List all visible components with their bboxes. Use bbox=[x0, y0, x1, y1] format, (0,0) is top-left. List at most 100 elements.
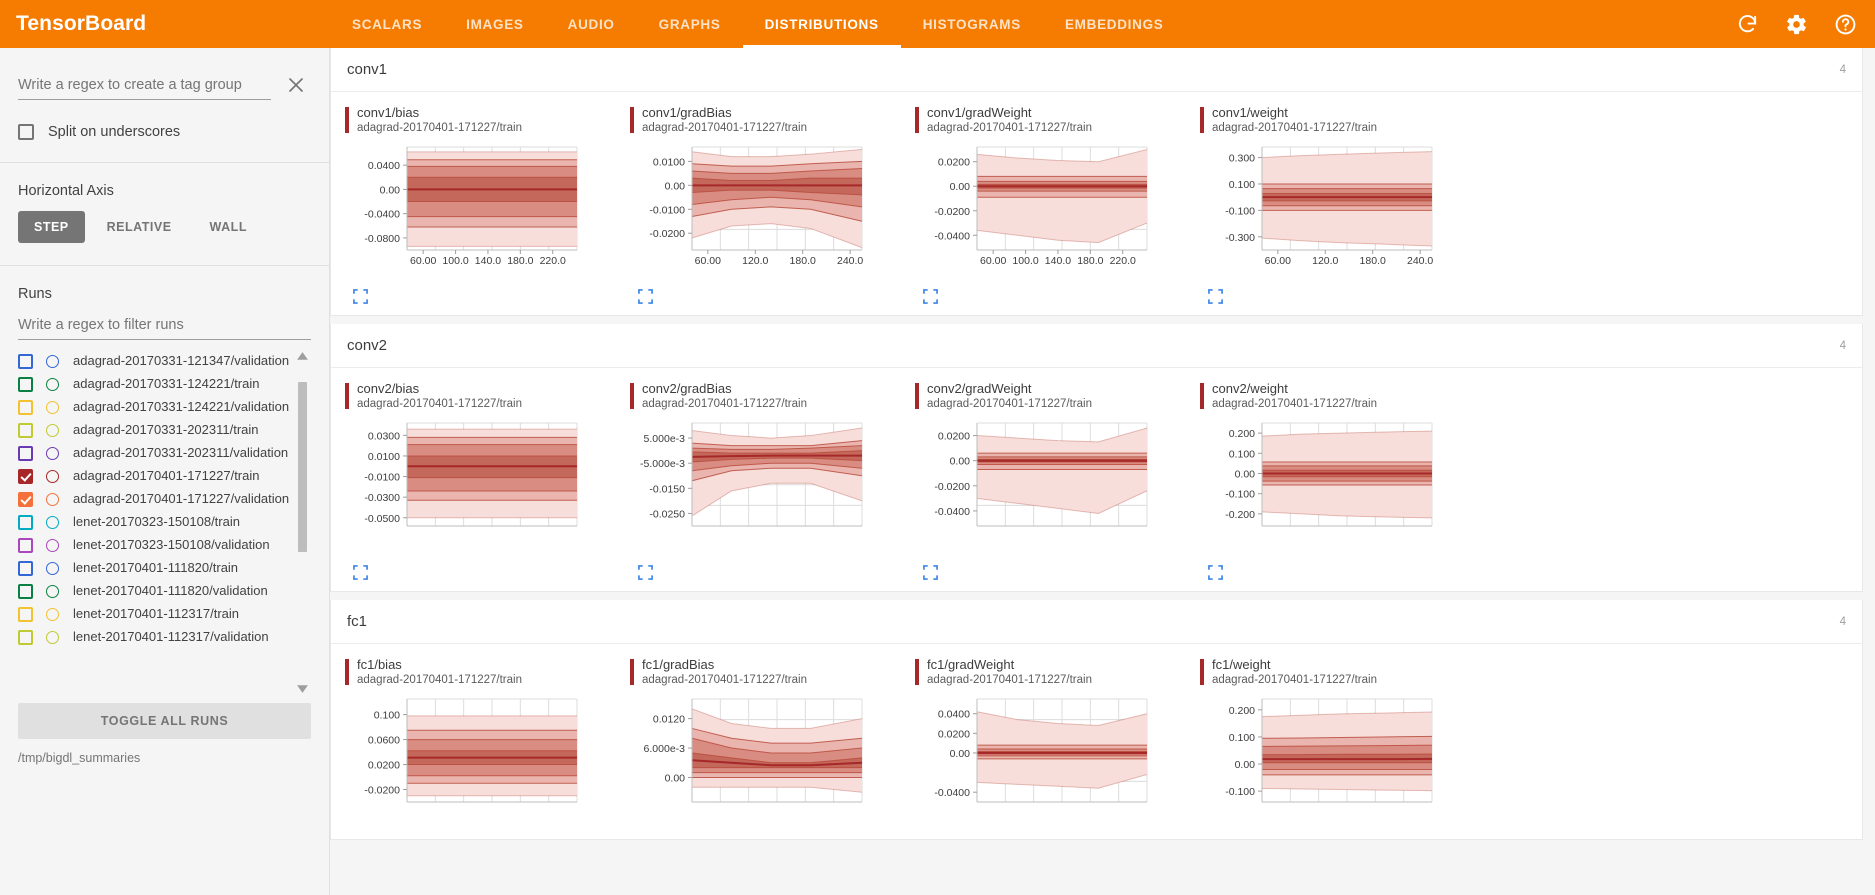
run-color-swatch[interactable] bbox=[46, 493, 59, 506]
chart-tag-name: conv1/gradWeight bbox=[927, 105, 1032, 120]
clear-regex-button[interactable] bbox=[281, 70, 311, 100]
split-on-underscores-checkbox[interactable] bbox=[18, 124, 34, 140]
distribution-plot[interactable]: 0.0200 0.00 -0.0200 -0.0400 60.00 100.0 140.0 1… bbox=[915, 141, 1153, 266]
band-edge-line bbox=[691, 223, 863, 249]
run-item[interactable]: adagrad-20170401-171227/validation bbox=[18, 488, 293, 511]
chart-tag-text: fc1/bias adagrad-20170401-171227/train bbox=[357, 658, 522, 687]
chart-tag-name: fc1/gradWeight bbox=[927, 657, 1015, 672]
run-color-swatch[interactable] bbox=[46, 608, 59, 621]
run-checkbox[interactable] bbox=[18, 515, 33, 530]
run-checkbox[interactable] bbox=[18, 538, 33, 553]
run-color-swatch[interactable] bbox=[46, 631, 59, 644]
scroll-up-arrow-icon[interactable] bbox=[296, 350, 309, 363]
run-checkbox[interactable] bbox=[18, 469, 33, 484]
chart-tag-header: conv2/bias adagrad-20170401-171227/train bbox=[345, 382, 616, 417]
run-item[interactable]: lenet-20170401-112317/train bbox=[18, 603, 293, 626]
refresh-icon[interactable] bbox=[1736, 13, 1759, 36]
expand-chart-icon[interactable] bbox=[353, 289, 368, 304]
nav-tab-graphs[interactable]: GRAPHS bbox=[658, 16, 721, 32]
run-checkbox[interactable] bbox=[18, 423, 33, 438]
y-axis-tick-label: 0.200 bbox=[1229, 428, 1255, 440]
run-color-swatch[interactable] bbox=[46, 585, 59, 598]
distribution-plot[interactable]: 0.100 0.0600 0.0200 -0.0200 bbox=[345, 693, 583, 818]
expand-chart-icon[interactable] bbox=[923, 565, 938, 580]
nav-tab-images[interactable]: IMAGES bbox=[466, 16, 524, 32]
nav-tab-histograms[interactable]: HISTOGRAMS bbox=[922, 16, 1021, 32]
nav-tab-audio[interactable]: AUDIO bbox=[567, 16, 615, 32]
horizontal-axis-wall[interactable]: WALL bbox=[209, 220, 247, 234]
distribution-plot[interactable]: 0.0120 6.000e-3 0.00 bbox=[630, 693, 868, 818]
chart-group-header[interactable]: conv2 4 bbox=[331, 324, 1862, 368]
runs-filter-input[interactable] bbox=[18, 314, 311, 340]
distribution-plot[interactable]: 5.000e-3 -5.000e-3 -0.0150 -0.0250 bbox=[630, 417, 868, 542]
run-color-swatch[interactable] bbox=[46, 562, 59, 575]
chart-group-header[interactable]: fc1 4 bbox=[331, 600, 1862, 644]
distribution-plot[interactable]: 0.0200 0.00 -0.0200 -0.0400 bbox=[915, 417, 1153, 542]
expand-chart-icon[interactable] bbox=[638, 565, 653, 580]
horizontal-axis-relative[interactable]: RELATIVE bbox=[106, 220, 172, 234]
run-item[interactable]: adagrad-20170331-124221/train bbox=[18, 373, 293, 396]
nav-tab-distributions[interactable]: DISTRIBUTIONS bbox=[742, 0, 901, 48]
run-item[interactable]: adagrad-20170331-124221/validation bbox=[18, 396, 293, 419]
run-color-swatch[interactable] bbox=[46, 355, 59, 368]
horizontal-axis-step[interactable]: STEP bbox=[18, 211, 85, 243]
tag-regex-input[interactable] bbox=[18, 74, 271, 100]
expand-chart-icon[interactable] bbox=[1208, 565, 1223, 580]
run-checkbox[interactable] bbox=[18, 584, 33, 599]
run-item[interactable]: lenet-20170401-112317/validation bbox=[18, 626, 293, 649]
run-item[interactable]: adagrad-20170331-121347/validation bbox=[18, 350, 293, 373]
run-checkbox[interactable] bbox=[18, 400, 33, 415]
run-item[interactable]: adagrad-20170331-202311/validation bbox=[18, 442, 293, 465]
expand-chart-icon[interactable] bbox=[353, 565, 368, 580]
plot-container: 0.0400 0.00 -0.0400 -0.0800 60.00 100.0 140.0 1… bbox=[345, 141, 616, 281]
scroll-down-arrow-icon[interactable] bbox=[296, 682, 309, 695]
run-checkbox[interactable] bbox=[18, 446, 33, 461]
run-checkbox[interactable] bbox=[18, 607, 33, 622]
run-color-swatch[interactable] bbox=[46, 539, 59, 552]
distribution-plot[interactable]: 0.0400 0.0200 0.00 -0.0400 bbox=[915, 693, 1153, 818]
run-checkbox[interactable] bbox=[18, 492, 33, 507]
settings-gear-icon[interactable] bbox=[1785, 13, 1808, 36]
expand-chart-icon[interactable] bbox=[923, 289, 938, 304]
run-color-swatch[interactable] bbox=[46, 470, 59, 483]
run-item[interactable]: lenet-20170323-150108/validation bbox=[18, 534, 293, 557]
y-axis-tick-label: 0.00 bbox=[950, 181, 971, 193]
expand-chart-icon[interactable] bbox=[638, 289, 653, 304]
run-color-swatch[interactable] bbox=[46, 401, 59, 414]
distribution-plot[interactable]: 0.0400 0.00 -0.0400 -0.0800 60.00 100.0 140.0 1… bbox=[345, 141, 583, 266]
distribution-plot[interactable]: 0.0300 0.0100 -0.0100 -0.0300 -0.0500 bbox=[345, 417, 583, 542]
run-item[interactable]: lenet-20170323-150108/train bbox=[18, 511, 293, 534]
run-item[interactable]: lenet-20170401-111820/train bbox=[18, 557, 293, 580]
runs-scrollbar-thumb[interactable] bbox=[298, 382, 307, 552]
run-item[interactable]: lenet-20170401-111820/validation bbox=[18, 580, 293, 603]
y-axis-tick-label: 0.100 bbox=[1229, 732, 1255, 744]
runs-list[interactable]: adagrad-20170331-121347/validation adagra… bbox=[18, 350, 311, 695]
run-item[interactable]: adagrad-20170331-202311/train bbox=[18, 419, 293, 442]
distribution-plot[interactable]: 0.0100 0.00 -0.0100 -0.0200 60.00 120.0 180.0 2… bbox=[630, 141, 868, 266]
run-item[interactable]: adagrad-20170401-171227/train bbox=[18, 465, 293, 488]
toggle-all-runs-button[interactable]: TOGGLE ALL RUNS bbox=[18, 703, 311, 739]
chart-run-name: adagrad-20170401-171227/train bbox=[642, 121, 807, 134]
run-checkbox[interactable] bbox=[18, 354, 33, 369]
nav-tab-scalars[interactable]: SCALARS bbox=[352, 16, 423, 32]
run-checkbox[interactable] bbox=[18, 630, 33, 645]
run-color-swatch[interactable] bbox=[46, 378, 59, 391]
run-color-swatch[interactable] bbox=[46, 516, 59, 529]
run-color-swatch[interactable] bbox=[46, 447, 59, 460]
split-on-underscores-row[interactable]: Split on underscores bbox=[18, 124, 311, 140]
run-color-swatch[interactable] bbox=[46, 424, 59, 437]
y-axis-tick-label: 0.0120 bbox=[653, 714, 685, 726]
distribution-plot[interactable]: 0.300 0.100 -0.100 -0.300 60.00 120.0 180.0 240… bbox=[1200, 141, 1438, 266]
help-icon[interactable] bbox=[1834, 13, 1857, 36]
distribution-plot[interactable]: 0.200 0.100 0.00 -0.100 -0.200 bbox=[1200, 417, 1438, 542]
runs-scrollbar[interactable] bbox=[297, 350, 309, 695]
chart-group-header[interactable]: conv1 4 bbox=[331, 48, 1862, 92]
run-checkbox[interactable] bbox=[18, 561, 33, 576]
run-label: adagrad-20170331-202311/train bbox=[73, 422, 259, 438]
nav-tab-embeddings[interactable]: EMBEDDINGS bbox=[1064, 16, 1164, 32]
band-edge-line bbox=[691, 440, 863, 447]
distribution-plot[interactable]: 0.200 0.100 0.00 -0.100 bbox=[1200, 693, 1438, 818]
run-checkbox[interactable] bbox=[18, 377, 33, 392]
expand-chart-icon[interactable] bbox=[1208, 289, 1223, 304]
band-edge-line bbox=[691, 177, 862, 182]
